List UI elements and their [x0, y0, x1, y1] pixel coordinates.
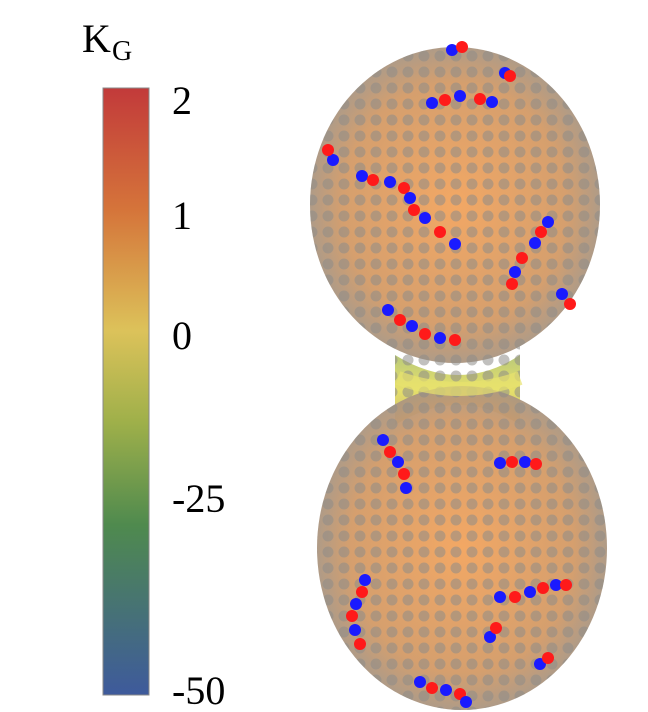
defect — [354, 638, 366, 650]
defect — [404, 192, 416, 204]
tick-label: -50 — [172, 668, 225, 712]
defect — [509, 266, 521, 278]
defect — [426, 682, 438, 694]
defect — [446, 44, 458, 56]
defect — [542, 652, 554, 664]
defect — [494, 591, 506, 603]
defect — [356, 586, 368, 598]
defect — [535, 226, 547, 238]
defect — [486, 96, 498, 108]
defect — [560, 579, 572, 591]
defect — [398, 182, 410, 194]
defect — [434, 332, 446, 344]
colorbar: K G 2 1 0 -25 -50 — [82, 16, 225, 712]
defect — [524, 586, 536, 598]
defect — [419, 328, 431, 340]
defect — [509, 591, 521, 603]
defect — [327, 154, 339, 166]
defect — [398, 468, 410, 480]
defect — [516, 252, 528, 264]
tick-label: -25 — [172, 476, 225, 521]
defect — [426, 97, 438, 109]
defect — [322, 144, 334, 156]
defect — [419, 212, 431, 224]
neck-highlight — [395, 371, 523, 396]
defect — [406, 320, 418, 332]
defect — [449, 334, 461, 346]
defect — [434, 226, 446, 238]
defect — [449, 238, 461, 250]
defect — [519, 456, 531, 468]
defect — [556, 288, 568, 300]
defect — [506, 456, 518, 468]
defect — [537, 582, 549, 594]
defect — [530, 458, 542, 470]
tick-label: 2 — [172, 78, 192, 123]
defect — [484, 631, 496, 643]
defect — [439, 94, 451, 106]
defect — [490, 622, 502, 634]
defect — [529, 237, 541, 249]
defect — [504, 70, 516, 82]
defect — [408, 204, 420, 216]
defect — [382, 304, 394, 316]
defect — [367, 174, 379, 186]
defect — [494, 457, 506, 469]
defect — [506, 278, 518, 290]
defect — [350, 598, 362, 610]
defect — [394, 314, 406, 326]
defect — [356, 170, 368, 182]
defect — [359, 574, 371, 586]
particle-grid — [310, 47, 607, 710]
defect — [550, 579, 562, 591]
tick-label: 0 — [172, 313, 192, 358]
defect — [400, 482, 412, 494]
defect — [564, 298, 576, 310]
defect — [542, 216, 554, 228]
defect — [440, 684, 452, 696]
defect — [474, 93, 486, 105]
defect — [349, 624, 361, 636]
colorbar-title: K — [82, 16, 111, 61]
defect — [392, 456, 404, 468]
defect — [384, 176, 396, 188]
defect — [377, 434, 389, 446]
defect — [460, 696, 472, 708]
defect — [456, 41, 468, 53]
colorbar-subscript: G — [112, 36, 132, 67]
defect — [384, 446, 396, 458]
colorbar-gradient — [102, 87, 150, 696]
vesicle — [310, 41, 607, 710]
defect — [346, 610, 358, 622]
defect — [454, 90, 466, 102]
defect — [414, 676, 426, 688]
tick-label: 1 — [172, 193, 192, 238]
